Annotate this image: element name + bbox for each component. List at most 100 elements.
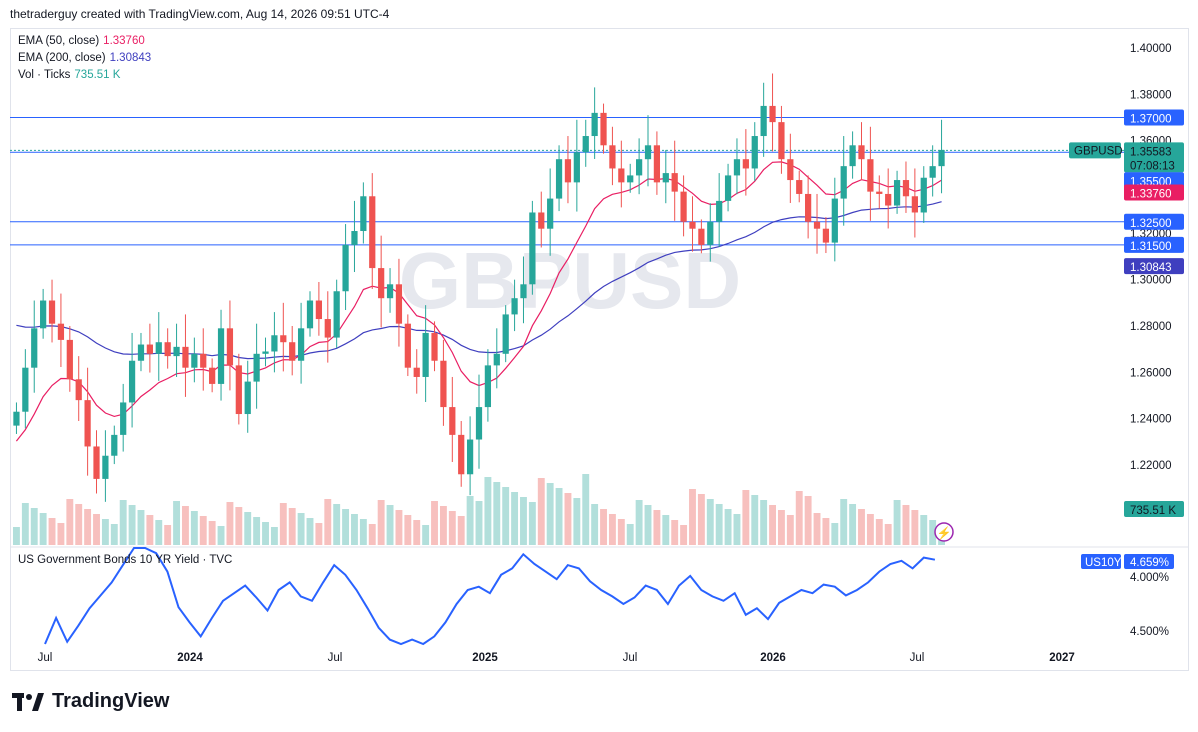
- price-tick-label: 1.26000: [1130, 367, 1172, 379]
- candle-body: [262, 351, 269, 354]
- volume-bar: [733, 514, 741, 545]
- candle-body: [315, 300, 322, 320]
- volume-bar: [884, 524, 892, 545]
- volume-bar: [75, 504, 83, 545]
- candle-body: [609, 145, 616, 169]
- candle-body: [360, 196, 367, 232]
- candle-body: [191, 353, 198, 368]
- candle-body: [253, 353, 260, 382]
- svg-text:⚡: ⚡: [937, 526, 952, 540]
- volume-bar: [351, 514, 358, 545]
- volume-bar: [858, 509, 865, 545]
- candle-body: [235, 365, 242, 415]
- candle-body: [449, 407, 456, 435]
- volume-bar: [333, 504, 341, 545]
- candle-body: [431, 332, 438, 361]
- volume-bar: [635, 500, 643, 545]
- volume-bar: [671, 520, 679, 545]
- candle-body: [155, 342, 162, 354]
- candle-body: [324, 319, 331, 338]
- price-axis[interactable]: 1.220001.240001.260001.280001.300001.320…: [1130, 43, 1172, 472]
- volume-bar: [422, 525, 430, 545]
- candle-body: [120, 402, 127, 435]
- legend-yield[interactable]: US Government Bonds 10 YR Yield · TVC: [18, 554, 232, 566]
- badge-level-1-text: 1.37000: [1130, 114, 1172, 126]
- legend-volume[interactable]: Vol · Ticks 735.51 K: [18, 69, 120, 81]
- horizontal-levels[interactable]: [10, 117, 1124, 246]
- candle-body: [893, 180, 901, 206]
- tradingview-logo[interactable]: TradingView: [12, 690, 169, 713]
- candle-body: [493, 353, 500, 366]
- candle-body: [742, 159, 749, 169]
- candle-body: [413, 367, 420, 377]
- volume-bar: [155, 520, 163, 545]
- volume-bar: [715, 504, 723, 545]
- candle-body: [653, 145, 661, 183]
- candle-body: [662, 173, 669, 183]
- time-label: Jul: [623, 652, 638, 664]
- time-label: 2026: [760, 652, 786, 664]
- legend-ema50[interactable]: EMA (50, close) 1.33760: [18, 35, 145, 47]
- candle-body: [466, 439, 474, 475]
- candle-body: [182, 346, 189, 368]
- candle-body: [217, 328, 225, 384]
- candle-body: [867, 159, 874, 192]
- badge-us10y-value-bg: [1124, 554, 1174, 569]
- volume-bar: [697, 494, 705, 545]
- volume-bar: [626, 524, 634, 545]
- candle-body: [422, 332, 429, 377]
- badge-ema200-bg: [1124, 258, 1184, 275]
- price-tick-label: 1.24000: [1130, 414, 1172, 426]
- badge-us10y-symbol: US10Y: [1085, 557, 1122, 569]
- time-label: 2025: [472, 652, 498, 664]
- lightning-icon[interactable]: ⚡: [934, 522, 954, 542]
- candle-body: [689, 221, 696, 229]
- candle-body: [93, 446, 100, 479]
- volume-bar: [875, 519, 883, 545]
- candle-body: [636, 159, 643, 176]
- volume-bar: [555, 488, 563, 545]
- price-tick-label: 1.28000: [1130, 321, 1172, 333]
- candle-body: [297, 328, 305, 361]
- volume-bar: [30, 508, 38, 545]
- volume-bar: [653, 510, 661, 545]
- volume-bar: [404, 515, 412, 545]
- time-axis[interactable]: Jul 2024 Jul 2025 Jul 2026 Jul 2027: [38, 652, 1075, 664]
- candle-body: [778, 122, 785, 160]
- volume-bar: [689, 489, 696, 545]
- volume-bar: [511, 492, 519, 545]
- legend-ema200[interactable]: EMA (200, close) 1.30843: [18, 52, 151, 64]
- volume-bar: [93, 514, 100, 545]
- candle-body: [813, 221, 821, 229]
- volume-bar: [395, 510, 403, 545]
- volume-bar: [448, 511, 456, 545]
- yield-axis[interactable]: 4.500% 4.000% US10Y 4.659%: [1081, 554, 1174, 638]
- volume-bar: [368, 524, 376, 545]
- candle-body: [769, 105, 776, 123]
- tradingview-brand: TradingView: [52, 690, 170, 712]
- badge-symbol-text: GBPUSD: [1074, 145, 1123, 157]
- candle-body: [306, 300, 314, 329]
- badge-price-text: 07:08:13: [1130, 160, 1175, 172]
- volume-bar: [760, 500, 768, 545]
- volume-bar: [608, 514, 616, 545]
- candle-body: [271, 335, 278, 352]
- volume-bar: [306, 518, 314, 545]
- candle-body: [582, 136, 589, 153]
- candle-body: [226, 328, 234, 366]
- volume-bar: [119, 500, 127, 545]
- volume-bar: [359, 519, 367, 545]
- volume-bar: [146, 515, 154, 545]
- time-label: Jul: [910, 652, 925, 664]
- legend-volume-value: 735.51 K: [74, 69, 121, 81]
- candle-body: [538, 212, 545, 229]
- candle-body: [22, 367, 29, 412]
- volume-bar: [173, 501, 181, 545]
- candle-body: [475, 407, 483, 440]
- volume-bar: [893, 500, 901, 545]
- tradingview-logo-icon: [12, 692, 44, 711]
- volume-bar: [600, 509, 607, 545]
- chart-frame[interactable]: [10, 28, 1189, 671]
- volume-bar: [466, 496, 474, 545]
